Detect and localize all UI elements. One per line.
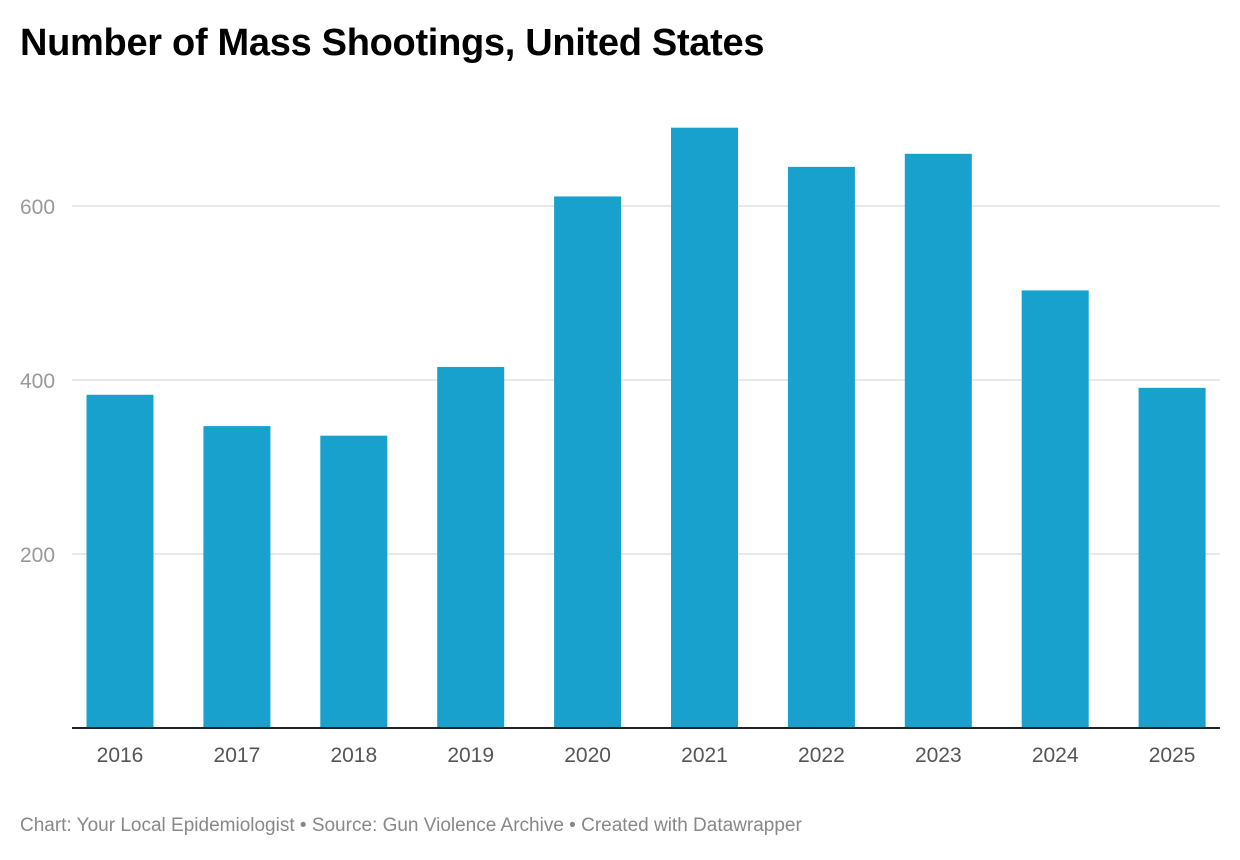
x-tick-label: 2021 [681, 744, 728, 767]
bar-2019 [437, 366, 505, 728]
chart-title: Number of Mass Shootings, United States [20, 22, 765, 64]
x-tick-label: 2020 [564, 744, 611, 767]
x-tick-label: 2022 [798, 744, 845, 767]
x-tick-label: 2016 [97, 744, 144, 767]
x-tick-label: 2025 [1149, 744, 1196, 767]
y-tick-label: 600 [20, 196, 55, 219]
bar-2022 [787, 166, 855, 729]
x-tick-label: 2019 [447, 744, 494, 767]
x-tick-label: 2024 [1032, 744, 1079, 767]
bar-2017 [203, 426, 271, 728]
y-tick-label: 200 [20, 544, 55, 567]
x-tick-label: 2017 [214, 744, 261, 767]
bar-2016 [86, 394, 154, 728]
bar-2018 [320, 435, 388, 728]
bar-2021 [671, 127, 738, 728]
bar-2025 [1138, 387, 1206, 728]
y-tick-label: 400 [20, 370, 55, 393]
bar-2023 [904, 153, 972, 729]
x-tick-label: 2023 [915, 744, 962, 767]
bar-2024 [1021, 290, 1089, 728]
x-tick-label: 2018 [330, 744, 377, 767]
bar-2020 [554, 196, 622, 728]
chart-footer: Chart: Your Local Epidemiologist • Sourc… [20, 815, 802, 836]
